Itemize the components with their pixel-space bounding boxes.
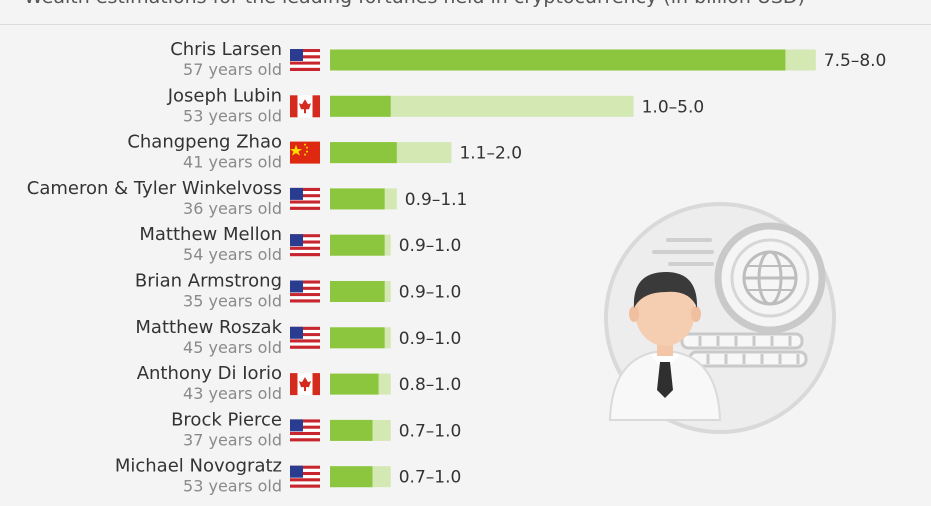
person-name-label: Matthew Roszak [135, 317, 282, 338]
person-age-label: 45 years old [183, 338, 282, 357]
bar-low-estimate [330, 49, 786, 71]
ca-flag-icon [290, 95, 320, 118]
person-age-label: 53 years old [183, 477, 282, 496]
person-name-label: Cameron & Tyler Winkelvoss [27, 178, 282, 199]
bar-low-estimate [330, 419, 373, 441]
value-range-label: 1.1–2.0 [459, 144, 522, 164]
person-age-label: 35 years old [183, 292, 282, 311]
person-age-label: 54 years old [183, 245, 282, 264]
value-range-label: 0.9–1.0 [399, 283, 462, 303]
bar-low-estimate [330, 466, 373, 488]
bar-low-estimate [330, 234, 385, 256]
bar-low-estimate [330, 142, 397, 164]
value-range-label: 0.7–1.0 [399, 421, 462, 441]
ca-flag-icon [290, 373, 320, 396]
person-name-label: Changpeng Zhao [127, 132, 282, 153]
bar-low-estimate [330, 95, 391, 117]
value-range-label: 0.9–1.0 [399, 236, 462, 256]
value-range-label: 7.5–8.0 [824, 51, 887, 71]
us-flag-icon [290, 49, 320, 71]
businessman-globe-coins-icon [604, 202, 836, 434]
person-name-label: Michael Novogratz [115, 456, 282, 477]
value-range-label: 0.8–1.0 [399, 375, 462, 395]
us-flag-icon [290, 187, 320, 210]
value-range-label: 0.9–1.1 [405, 190, 468, 210]
value-range-label: 0.9–1.0 [399, 329, 462, 349]
header-divider [0, 24, 931, 25]
person-age-label: 53 years old [183, 106, 282, 125]
person-name-label: Brock Pierce [171, 409, 282, 430]
person-age-label: 57 years old [183, 60, 282, 79]
us-flag-icon [290, 280, 320, 303]
value-range-label: 1.0–5.0 [642, 97, 705, 117]
us-flag-icon [290, 234, 320, 257]
value-range-label: 0.7–1.0 [399, 468, 462, 488]
person-name-label: Brian Armstrong [135, 271, 282, 292]
person-age-label: 41 years old [183, 153, 282, 172]
bar-low-estimate [330, 281, 385, 302]
us-flag-icon [290, 419, 320, 442]
person-name-label: Matthew Mellon [139, 224, 282, 245]
person-name-label: Joseph Lubin [167, 85, 282, 106]
us-flag-icon [290, 465, 320, 488]
bar-low-estimate [330, 327, 385, 349]
person-name-label: Chris Larsen [170, 39, 282, 60]
person-age-label: 43 years old [183, 384, 282, 403]
us-flag-icon [290, 326, 320, 349]
person-name-label: Anthony Di Iorio [137, 363, 282, 384]
bar-high-estimate [330, 95, 634, 117]
bar-low-estimate [330, 188, 385, 210]
bar-low-estimate [330, 373, 379, 395]
cn-flag-icon [290, 141, 320, 164]
person-age-label: 37 years old [183, 430, 282, 449]
chart-subtitle: Wealth estimations for the leading fortu… [24, 0, 805, 8]
person-age-label: 36 years old [183, 199, 282, 218]
